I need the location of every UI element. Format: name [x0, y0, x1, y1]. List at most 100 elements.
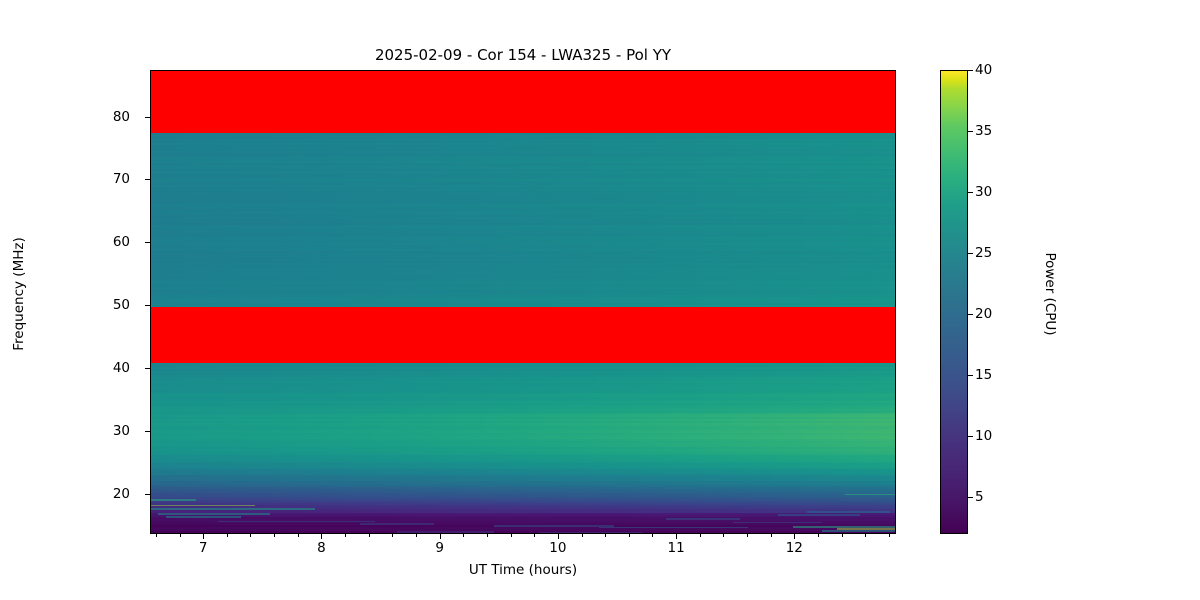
spectrogram-streak — [807, 511, 890, 513]
spectrogram-row — [151, 243, 895, 246]
spectrogram-row — [151, 267, 895, 270]
spectrogram-row — [151, 183, 895, 186]
spectrogram-row — [151, 179, 895, 182]
spectrogram-streak — [837, 528, 895, 530]
colorbar-tick-label: 35 — [975, 123, 993, 140]
spectrogram-row — [151, 507, 895, 510]
spectrogram-row — [151, 113, 895, 116]
spectrogram-row — [151, 111, 895, 114]
spectrogram-row — [151, 453, 895, 456]
spectrogram-row — [151, 271, 895, 274]
spectrogram-row — [151, 291, 895, 294]
spectrogram-row — [151, 283, 895, 286]
spectrogram-row — [151, 477, 895, 480]
spectrogram-row — [151, 177, 895, 180]
x-minor-tick-mark — [368, 534, 370, 537]
spectrogram-row — [151, 301, 895, 304]
spectrogram-row — [151, 169, 895, 172]
spectrogram-row — [151, 229, 895, 232]
y-tick-mark — [145, 116, 150, 118]
spectrogram-row — [151, 141, 895, 144]
spectrogram-row — [151, 185, 895, 188]
spectrogram-streak — [732, 521, 823, 524]
spectrogram-row — [151, 487, 895, 490]
spectrogram-streak — [158, 512, 271, 515]
x-minor-tick-mark — [534, 534, 536, 537]
spectrogram-row — [151, 423, 895, 426]
spectrogram-row — [151, 239, 895, 242]
spectrogram-row — [151, 145, 895, 148]
colorbar-label: Power (CPU) — [1042, 252, 1058, 336]
spectrogram-row — [151, 429, 895, 432]
spectrogram-row — [151, 173, 895, 176]
spectrogram-row — [151, 77, 895, 80]
x-minor-tick-mark — [628, 534, 630, 537]
spectrogram-row — [151, 295, 895, 298]
y-tick-mark — [145, 305, 150, 307]
spectrogram-row — [151, 417, 895, 420]
spectrogram-row — [151, 391, 895, 394]
spectrogram-row — [151, 203, 895, 206]
spectrogram-row — [151, 95, 895, 98]
spectrogram-row — [151, 165, 895, 168]
spectrogram-row — [151, 245, 895, 248]
x-minor-tick-mark — [888, 534, 890, 537]
spectrogram-row — [151, 415, 895, 418]
spectrogram-streak — [165, 516, 241, 518]
y-tick-labels: 20 30 40 50 60 70 80 — [0, 70, 142, 534]
spectrogram-streak — [151, 507, 316, 510]
x-tick-mark — [557, 534, 559, 539]
spectrogram-row — [151, 409, 895, 412]
spectrogram-row — [151, 277, 895, 280]
colorbar-tick-mark — [968, 70, 973, 71]
spectrogram-row — [151, 255, 895, 258]
spectrogram-row — [151, 131, 895, 134]
spectrogram-row — [151, 347, 895, 350]
spectrogram-row — [151, 433, 895, 436]
spectrogram-row — [151, 437, 895, 440]
x-minor-tick-mark — [297, 534, 299, 537]
colorbar-tick-mark — [968, 253, 973, 255]
spectrogram-row — [151, 359, 895, 362]
y-tick-mark — [145, 430, 150, 432]
spectrogram-row — [151, 479, 895, 482]
spectrogram-row — [151, 461, 895, 464]
spectrogram-row — [151, 103, 895, 106]
spectrogram-row — [151, 237, 895, 240]
spectrogram-row — [151, 313, 895, 316]
spectrogram-axes[interactable] — [150, 70, 896, 534]
spectrogram-row — [151, 191, 895, 194]
spectrogram-row — [151, 233, 895, 236]
x-tick-mark — [203, 534, 205, 539]
x-tick-marks — [150, 534, 896, 544]
spectrogram-row — [151, 519, 895, 522]
spectrogram-row — [151, 339, 895, 342]
y-tick-label: 70 — [112, 171, 130, 188]
spectrogram-row — [151, 497, 895, 500]
spectrogram-row — [151, 91, 895, 94]
spectrogram-row — [151, 483, 895, 486]
spectrogram-row — [151, 263, 895, 266]
x-minor-tick-mark — [345, 534, 347, 537]
spectrogram-row — [151, 393, 895, 396]
x-tick-labels: 7 8 9 10 11 12 — [150, 540, 896, 560]
y-tick-mark — [145, 493, 150, 495]
x-minor-tick-mark — [250, 534, 252, 537]
colorbar-tick-marks — [968, 70, 974, 534]
spectrogram-row — [151, 167, 895, 170]
spectrogram-row — [151, 89, 895, 92]
spectrogram-row — [151, 199, 895, 202]
spectrogram-row — [151, 157, 895, 160]
spectrogram-row — [151, 127, 895, 130]
spectrogram-row — [151, 217, 895, 220]
spectrogram-row — [151, 181, 895, 184]
spectrogram-row — [151, 247, 895, 250]
spectrogram-row — [151, 337, 895, 340]
spectrogram-row — [151, 297, 895, 300]
spectrogram-row — [151, 241, 895, 244]
spectrogram-row — [151, 249, 895, 252]
spectrogram-row — [151, 115, 895, 118]
y-tick-label: 40 — [112, 360, 130, 377]
spectrogram-row — [151, 455, 895, 458]
x-minor-tick-mark — [841, 534, 843, 537]
